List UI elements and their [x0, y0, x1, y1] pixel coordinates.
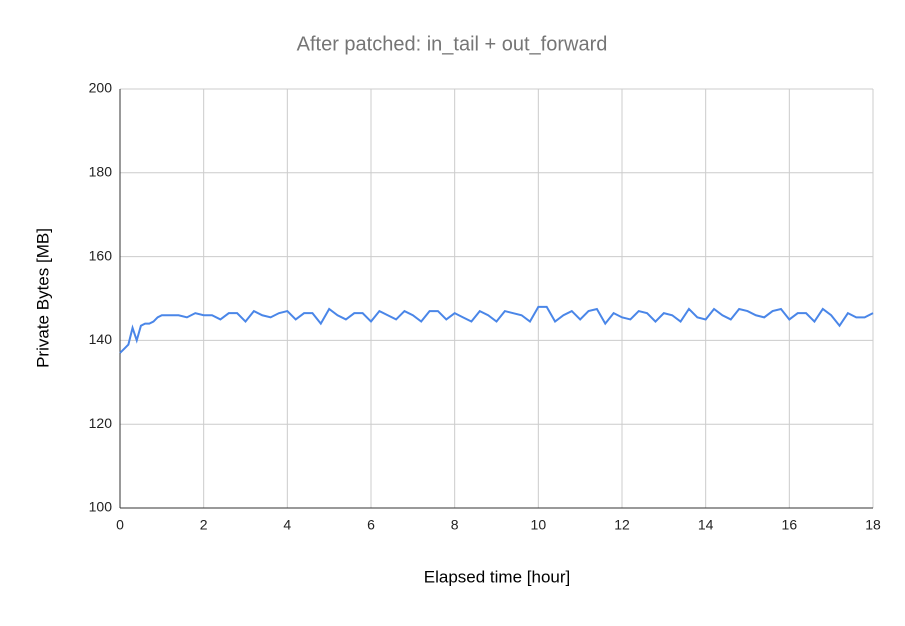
- chart-title: After patched: in_tail + out_forward: [297, 33, 608, 55]
- x-tick-label: 12: [614, 517, 630, 533]
- y-tick-label: 100: [89, 499, 113, 515]
- x-tick-label: 14: [698, 517, 714, 533]
- y-tick-label: 140: [89, 331, 113, 347]
- x-tick-label: 0: [116, 517, 124, 533]
- y-tick-label: 180: [89, 164, 113, 180]
- x-tick-label: 6: [367, 517, 375, 533]
- y-tick-label: 160: [89, 247, 113, 263]
- x-tick-label: 16: [782, 517, 798, 533]
- y-tick-label: 200: [89, 80, 113, 96]
- x-tick-label: 2: [200, 517, 208, 533]
- data-line: [119, 305, 874, 354]
- x-tick-label: 8: [451, 517, 459, 533]
- x-axis-title: Elapsed time [hour]: [424, 567, 570, 586]
- x-tick-label: 4: [283, 517, 291, 533]
- y-tick-label: 120: [89, 415, 113, 431]
- x-tick-label: 18: [865, 517, 881, 533]
- y-axis-title: Private Bytes [MB]: [33, 228, 52, 368]
- x-tick-label: 10: [531, 517, 547, 533]
